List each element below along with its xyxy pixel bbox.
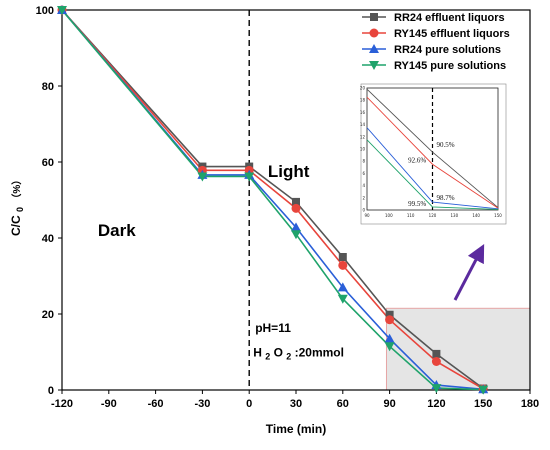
y-tick-label: 80	[42, 81, 54, 93]
inset-removal-label: 90.5%	[437, 141, 455, 149]
series-markers	[57, 5, 489, 395]
x-axis-title: Time (min)	[266, 422, 326, 436]
data-point	[478, 385, 489, 395]
svg-text:C/C 0 （%）: C/C 0 （%）	[9, 175, 26, 236]
y-axis-title: C/C 0 （%）	[9, 175, 26, 236]
legend-label: RR24 pure solutions	[394, 44, 501, 56]
axis-ticks: -120 -90 -60 -30 0 30 60 90 120 150 18002040608010…	[36, 5, 540, 410]
inset-y-tick: 2	[362, 195, 365, 200]
data-point	[291, 222, 301, 232]
inset-series-line	[366, 139, 499, 210]
inset-y-tick: 4	[362, 183, 365, 188]
inset-x-tick: 90	[364, 213, 370, 218]
data-point	[337, 282, 348, 292]
series-line	[61, 9, 484, 391]
y-tick-label: 100	[36, 5, 54, 17]
inset-series-line	[366, 127, 499, 210]
series-line	[61, 9, 484, 390]
legend: RR24 effluent liquors RY145 effluent liqu…	[362, 12, 510, 72]
data-point	[431, 357, 441, 366]
inset-y-tick: 16	[360, 110, 366, 115]
series-line	[61, 9, 484, 390]
data-point	[291, 230, 301, 240]
data-point	[197, 172, 208, 182]
inset-x-tick: 100	[385, 213, 393, 218]
data-point	[337, 294, 348, 304]
y-tick-label: 20	[42, 309, 54, 321]
inset-x-tick: 150	[494, 213, 502, 218]
inset-series-line	[366, 96, 499, 209]
y-axis-title-main: C/C	[9, 215, 23, 236]
x-tick-label: -30	[194, 398, 210, 410]
data-point	[292, 197, 300, 206]
light-label: Light	[268, 162, 310, 181]
data-point	[244, 172, 255, 182]
inset-zoom-plot: 90 100 110 120 130 140 150 0 2 4 6 8 10 12 14 16 18 20 90.…	[360, 83, 507, 225]
inset-y-tick: 12	[360, 134, 366, 139]
inset-y-tick: 20	[360, 86, 366, 91]
data-point	[385, 315, 395, 325]
data-point	[291, 203, 301, 213]
data-point	[431, 384, 442, 394]
data-point	[369, 61, 379, 70]
legend-label: RY145 pure solutions	[394, 60, 506, 72]
x-tick-label: 0	[246, 398, 252, 410]
data-point	[432, 349, 441, 358]
series-lines	[61, 9, 484, 391]
x-tick-label: -120	[51, 398, 73, 410]
y-axis-title-sub: 0	[15, 207, 25, 212]
h2o2-label: H 2 O 2 :20mmol	[253, 346, 344, 363]
y-tick-label: 0	[48, 385, 54, 397]
data-point	[384, 342, 395, 352]
data-point	[369, 28, 379, 38]
data-point	[384, 333, 395, 343]
legend-label: RY145 effluent liquors	[394, 28, 510, 40]
inset-y-tick: 8	[362, 159, 365, 164]
data-point	[369, 44, 379, 53]
highlight-box	[385, 307, 531, 391]
inset-y-tick: 18	[360, 98, 366, 103]
inset-x-tick: 120	[429, 213, 437, 218]
x-tick-label: 120	[427, 398, 445, 410]
inset-y-tick: 0	[362, 208, 365, 213]
data-point	[385, 310, 394, 319]
inset-removal-label: 99.5%	[408, 200, 426, 208]
dark-label: Dark	[98, 221, 136, 240]
y-axis-title-unit: （%）	[10, 175, 23, 204]
inset-y-tick: 14	[360, 122, 366, 127]
data-point	[338, 260, 348, 270]
x-tick-label: 180	[521, 398, 539, 410]
data-point	[370, 13, 378, 21]
legend-label: RR24 effluent liquors	[394, 12, 505, 24]
zoom-arrow	[453, 244, 485, 301]
inset-x-tick: 110	[407, 213, 415, 218]
inset-background	[360, 83, 507, 225]
x-tick-label: 90	[383, 398, 395, 410]
x-tick-label: 150	[474, 398, 492, 410]
inset-y-tick: 6	[362, 171, 365, 176]
x-tick-label: -90	[101, 398, 117, 410]
inset-x-tick: 130	[451, 213, 459, 218]
x-tick-label: -60	[148, 398, 164, 410]
y-tick-label: 60	[42, 157, 54, 169]
x-tick-label: 30	[290, 398, 302, 410]
inset-series-line	[366, 88, 499, 208]
inset-x-tick: 140	[472, 213, 480, 218]
x-tick-label: 60	[337, 398, 349, 410]
inset-removal-label: 98.7%	[437, 194, 455, 202]
inset-y-tick: 10	[360, 147, 366, 152]
ph-label: pH=11	[255, 321, 291, 335]
y-tick-label: 40	[42, 233, 54, 245]
inset-removal-label: 92.6%	[408, 156, 426, 164]
data-point	[338, 253, 347, 261]
data-point	[57, 6, 67, 15]
series-line	[61, 9, 484, 391]
